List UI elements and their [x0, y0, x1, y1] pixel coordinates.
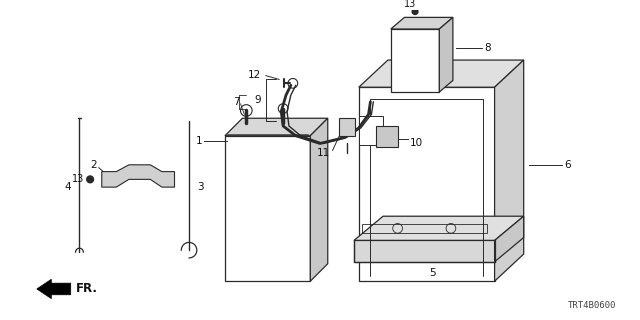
Polygon shape [495, 60, 524, 281]
Bar [339, 118, 355, 136]
Bar [359, 87, 495, 281]
Circle shape [412, 9, 418, 14]
Bar [376, 126, 397, 147]
Text: 12: 12 [248, 70, 261, 80]
Text: FR.: FR. [76, 283, 97, 295]
Circle shape [105, 174, 115, 184]
Polygon shape [391, 17, 453, 29]
Text: 11: 11 [316, 148, 330, 158]
Polygon shape [359, 116, 383, 145]
Circle shape [87, 176, 93, 183]
Polygon shape [310, 118, 328, 281]
Polygon shape [495, 216, 524, 262]
Text: 10: 10 [410, 138, 423, 148]
Text: TRT4B0600: TRT4B0600 [568, 301, 616, 310]
Polygon shape [439, 17, 453, 92]
Text: 13: 13 [72, 174, 84, 184]
Bar [397, 37, 433, 82]
Polygon shape [36, 279, 71, 299]
Text: 9: 9 [254, 95, 261, 105]
Polygon shape [354, 216, 524, 240]
Text: 5: 5 [429, 268, 436, 278]
Circle shape [381, 131, 391, 140]
Polygon shape [354, 240, 495, 262]
Polygon shape [359, 60, 524, 87]
Text: 6: 6 [564, 160, 571, 170]
Circle shape [162, 174, 172, 184]
Text: 7: 7 [233, 97, 239, 107]
Text: 2: 2 [90, 160, 97, 170]
Text: 8: 8 [484, 43, 490, 53]
Text: 3: 3 [197, 182, 204, 192]
Polygon shape [102, 165, 175, 187]
Text: 13: 13 [404, 0, 417, 9]
Polygon shape [225, 118, 328, 136]
Bar [225, 136, 310, 281]
Bar [391, 29, 439, 92]
Bar [362, 224, 487, 233]
Text: 4: 4 [64, 182, 71, 192]
Text: 1: 1 [196, 136, 202, 146]
